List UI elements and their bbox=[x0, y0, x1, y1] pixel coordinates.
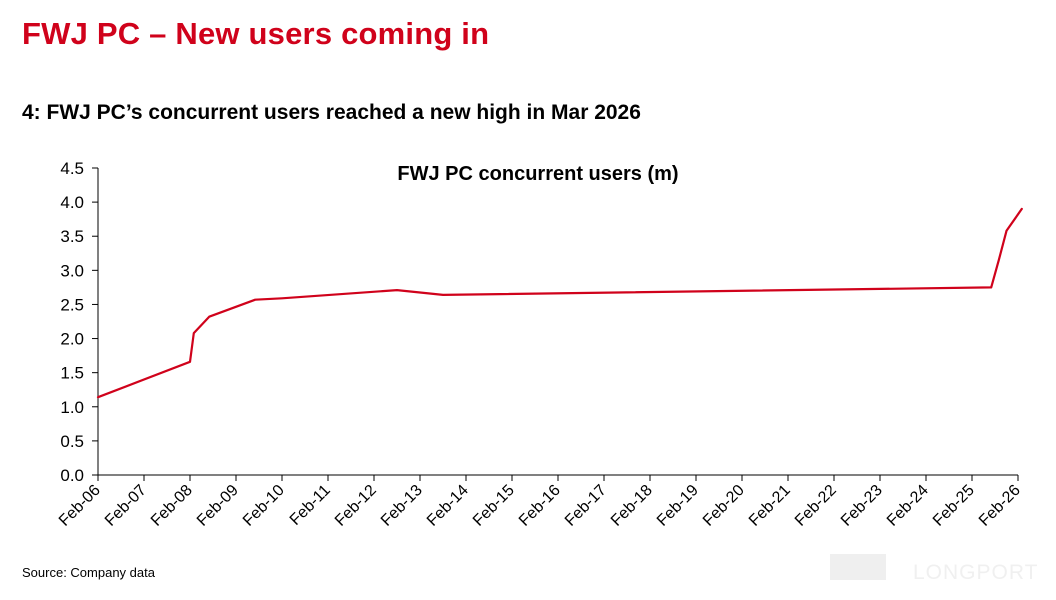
y-tick-label: 0.5 bbox=[60, 432, 84, 451]
y-tick-label: 0.0 bbox=[60, 466, 84, 485]
x-tick-label: Feb-09 bbox=[194, 482, 242, 530]
x-tick-label: Feb-06 bbox=[56, 482, 104, 530]
page-title: FWJ PC – New users coming in bbox=[22, 16, 490, 51]
x-tick-label: Feb-23 bbox=[838, 482, 886, 530]
y-tick-label: 4.5 bbox=[60, 159, 84, 178]
x-tick-label: Feb-24 bbox=[884, 482, 932, 530]
y-tick-label: 2.0 bbox=[60, 330, 84, 349]
y-axis: 0.0 0.5 1.0 1.5 2.0 2.5 3.0 3.5 4.0 4.5 bbox=[60, 159, 99, 485]
y-tick-label: 1.5 bbox=[60, 364, 84, 383]
line-chart: FWJ PC concurrent users (m) 0.0 0.5 1.0 1.5… bbox=[56, 159, 1024, 530]
x-tick-label: Feb-26 bbox=[976, 482, 1024, 530]
x-tick-label: Feb-25 bbox=[930, 482, 978, 530]
x-tick-label: Feb-15 bbox=[470, 482, 518, 530]
y-tick-label: 3.5 bbox=[60, 227, 84, 246]
x-tick-label: Feb-20 bbox=[700, 482, 748, 530]
x-tick-label: Feb-16 bbox=[516, 482, 564, 530]
y-tick-label: 4.0 bbox=[60, 193, 84, 212]
y-tick-label: 2.5 bbox=[60, 295, 84, 314]
x-tick-label: Feb-10 bbox=[240, 482, 288, 530]
x-tick-label: Feb-12 bbox=[332, 482, 380, 530]
x-tick-label: Feb-13 bbox=[378, 482, 426, 530]
source-note: Source: Company data bbox=[22, 565, 155, 580]
x-tick-label: Feb-21 bbox=[746, 482, 794, 530]
x-tick-label: Feb-17 bbox=[562, 482, 610, 530]
x-tick-label: Feb-08 bbox=[148, 482, 196, 530]
watermark-text: LONGPORT bbox=[913, 561, 1039, 584]
y-tick-label: 3.0 bbox=[60, 261, 84, 280]
x-tick-label: Feb-07 bbox=[102, 482, 150, 530]
x-tick-label: Feb-11 bbox=[287, 482, 334, 529]
watermark: LONGPORT bbox=[830, 548, 1042, 584]
x-tick-label: Feb-14 bbox=[424, 482, 472, 530]
x-tick-label: Feb-18 bbox=[608, 482, 656, 530]
figure-caption: 4: FWJ PC’s concurrent users reached a n… bbox=[22, 101, 641, 124]
x-axis: Feb-06Feb-07Feb-08Feb-09Feb-10Feb-11Feb-… bbox=[56, 474, 1024, 530]
chart-title: FWJ PC concurrent users (m) bbox=[397, 163, 678, 185]
y-tick-label: 1.0 bbox=[60, 398, 84, 417]
watermark-logo-icon bbox=[830, 554, 886, 580]
x-tick-label: Feb-22 bbox=[792, 482, 840, 530]
series-line bbox=[96, 207, 1023, 399]
x-tick-label: Feb-19 bbox=[654, 482, 702, 530]
series-group bbox=[96, 207, 1023, 399]
